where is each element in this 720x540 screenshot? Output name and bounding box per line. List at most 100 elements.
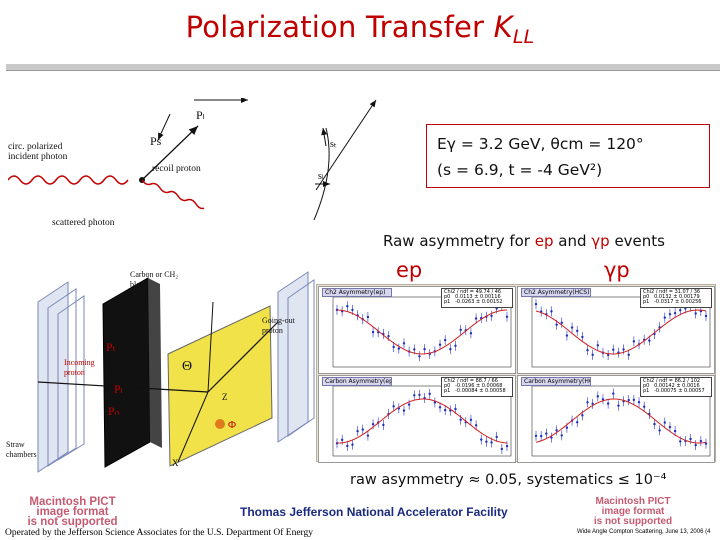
data-point — [346, 304, 349, 308]
data-point — [485, 440, 488, 443]
straw-chambers-left — [37, 281, 85, 473]
straw-chambers-right — [277, 271, 315, 443]
incoming-proton-line — [37, 381, 209, 393]
straw-chambers-label: Straw chambers — [6, 440, 37, 459]
data-point — [591, 353, 594, 357]
pict-line-1: Macintosh PICT — [595, 496, 671, 507]
data-point — [627, 353, 630, 357]
data-point — [397, 347, 401, 350]
data-point — [581, 414, 584, 417]
data-point — [534, 434, 538, 438]
data-point — [668, 425, 672, 429]
data-point — [550, 310, 553, 313]
data-point — [346, 444, 349, 448]
phi-label: Φ — [228, 419, 237, 431]
data-point — [443, 408, 447, 412]
pict-placeholder-right: Macintosh PICT image format is not suppo… — [572, 496, 694, 527]
raw-asymmetry-heading: Raw asymmetry for ep and γp events — [383, 232, 665, 250]
incident-photon-line — [8, 175, 129, 185]
data-point — [576, 421, 579, 424]
title-subscript: LL — [512, 26, 535, 48]
data-point — [423, 347, 426, 351]
data-point — [673, 311, 677, 315]
data-point — [586, 349, 589, 352]
incoming-proton-label: Incoming proton — [64, 358, 95, 377]
title-text: Polarization Transfer — [185, 10, 494, 44]
phi-dot — [215, 419, 225, 429]
pl-polarimeter-label: Pₗ — [114, 382, 123, 396]
data-point — [428, 392, 431, 396]
st-label: sₜ — [330, 139, 337, 150]
plot-title: Carbon Asymmetry(HCS) — [521, 377, 591, 386]
fit-curve — [535, 398, 707, 444]
plot-ch2-hcs: Ch2 Asymmetry(HCS) Chi2 / ndf = 31.07 / … — [517, 286, 715, 374]
data-point — [387, 334, 390, 338]
carbon-block — [102, 277, 151, 468]
stat-box: Chi2 / ndf = 49.74 / 46 p0 0.0113 ± 0.00… — [441, 288, 513, 308]
sl-label: sₗ — [318, 171, 324, 182]
data-point — [454, 344, 457, 347]
data-point — [371, 422, 375, 426]
data-point — [438, 406, 442, 409]
data-point — [407, 403, 411, 406]
data-point — [576, 329, 579, 333]
heading-ep: ep — [534, 232, 554, 250]
title-rule — [6, 64, 720, 71]
heading-and: and — [553, 232, 592, 250]
data-point — [356, 429, 359, 433]
data-point — [648, 339, 651, 342]
ps-label: Ps — [150, 134, 162, 148]
data-point — [560, 434, 563, 437]
data-point — [366, 434, 370, 437]
block-label: Carbon or CH₂ block — [130, 270, 179, 289]
plot-ch2-hcs-svg — [531, 296, 711, 368]
data-point — [581, 335, 584, 339]
data-point — [340, 438, 344, 442]
data-point — [413, 348, 416, 351]
data-point — [402, 342, 406, 345]
gp-label: γp — [604, 258, 630, 282]
data-point — [622, 348, 625, 351]
heading-suffix: events — [609, 232, 665, 250]
data-point — [505, 315, 509, 318]
data-point — [612, 392, 615, 395]
data-point — [495, 435, 498, 439]
plot-carbon-hcs: Carbon Asymmetry(HCS) Chi2 / ndf = 86.2 … — [517, 375, 715, 463]
data-point — [570, 326, 574, 329]
recoil-proton-line — [141, 125, 199, 181]
stat-box: Chi2 / ndf = 88.7 / 66 p0 -0.0196 ± 0.00… — [441, 377, 513, 397]
data-point — [534, 302, 538, 306]
data-point — [413, 394, 416, 397]
data-point — [550, 436, 553, 439]
data-point — [673, 429, 677, 433]
data-point — [433, 401, 437, 404]
data-point — [469, 418, 473, 422]
data-point — [586, 401, 589, 404]
data-point — [637, 401, 641, 404]
fit-curve — [336, 309, 508, 355]
data-point — [459, 328, 462, 332]
data-point — [612, 348, 615, 351]
data-point — [679, 309, 682, 312]
data-point — [545, 432, 548, 435]
data-point — [449, 347, 452, 351]
data-point — [490, 441, 493, 444]
data-point — [565, 334, 569, 337]
data-point — [402, 409, 406, 412]
data-point — [704, 314, 708, 318]
data-point — [668, 312, 672, 316]
polarimeter-diagram — [37, 271, 315, 473]
pict-placeholder-left: Macintosh PICT image format is not suppo… — [0, 496, 145, 528]
data-point — [474, 317, 478, 320]
x-axis-line — [177, 391, 209, 463]
data-point — [627, 398, 630, 402]
slide-title: Polarization Transfer KLL — [0, 10, 720, 48]
data-point — [371, 330, 375, 334]
ep-label: ep — [396, 258, 423, 282]
data-point — [596, 344, 600, 347]
title-k: K — [493, 10, 513, 44]
incident-photon-label: circ. polarized incident photon — [8, 142, 68, 162]
pl-label: Pₗ — [196, 108, 205, 122]
data-point — [617, 404, 620, 407]
plot-carbon-ep-svg — [332, 385, 512, 457]
